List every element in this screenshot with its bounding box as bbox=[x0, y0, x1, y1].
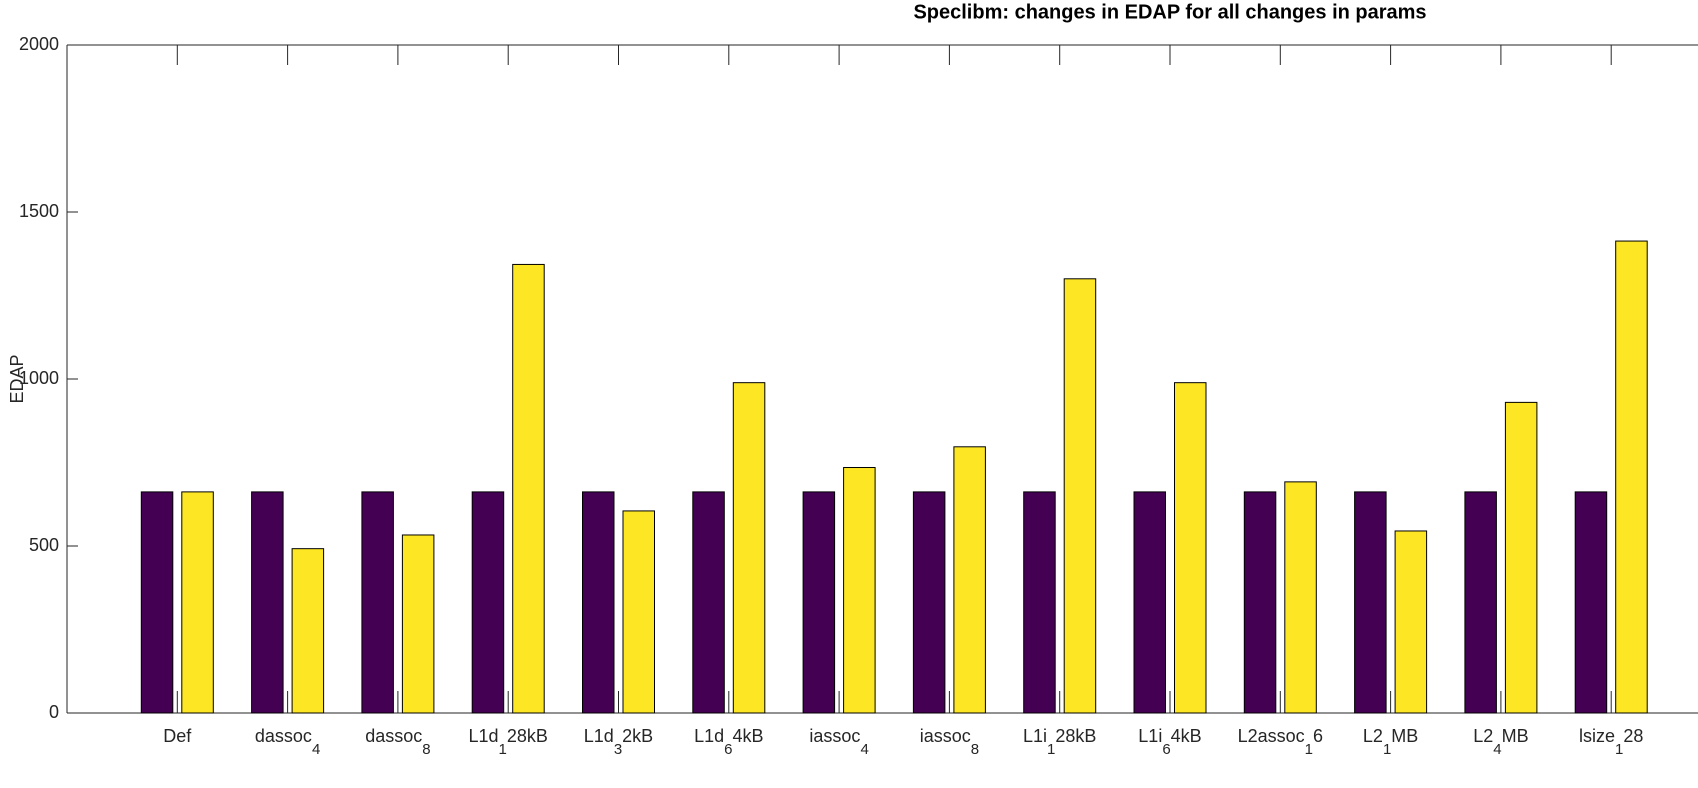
bar bbox=[622, 510, 655, 714]
bar bbox=[843, 467, 876, 714]
x-tick-label: lsize128 bbox=[1579, 726, 1643, 758]
x-tick-label: dassoc8 bbox=[365, 726, 430, 758]
bar bbox=[1243, 491, 1277, 714]
bar bbox=[181, 491, 214, 714]
x-tick-label-subscript: 4 bbox=[312, 741, 320, 758]
y-tick-label: 0 bbox=[49, 702, 59, 722]
x-tick-label-subscript: 8 bbox=[971, 741, 979, 758]
x-tick-label: L1d128kB bbox=[468, 726, 547, 758]
x-tick-label-subscript: 1 bbox=[1615, 741, 1623, 758]
y-axis-label: EDAP bbox=[7, 354, 27, 403]
x-tick-label: L1d32kB bbox=[584, 726, 653, 758]
x-tick-label: Def bbox=[163, 726, 192, 746]
x-tick-label-suffix: 28kB bbox=[1055, 726, 1096, 746]
bar bbox=[1133, 491, 1166, 714]
x-tick-label-main: L2assoc bbox=[1238, 726, 1305, 746]
bar bbox=[912, 491, 946, 714]
bar bbox=[401, 534, 435, 714]
bar bbox=[1574, 491, 1608, 714]
y-tick-label: 2000 bbox=[19, 34, 59, 54]
x-tick-label: L24MB bbox=[1473, 726, 1528, 758]
x-tick-label-subscript: 1 bbox=[499, 741, 507, 758]
bar bbox=[953, 446, 986, 714]
x-tick-label-subscript: 4 bbox=[1493, 741, 1501, 758]
bar bbox=[1063, 278, 1097, 714]
x-tick-label-subscript: 3 bbox=[614, 741, 622, 758]
bar bbox=[1174, 382, 1207, 714]
bar bbox=[1464, 491, 1497, 714]
bar bbox=[1504, 401, 1538, 714]
bar bbox=[1284, 481, 1317, 714]
bar bbox=[1023, 491, 1056, 714]
x-tick-label-suffix: MB bbox=[1502, 726, 1529, 746]
y-tick-label: 1500 bbox=[19, 201, 59, 221]
bar bbox=[692, 491, 725, 714]
x-tick-label: L1i64kB bbox=[1138, 726, 1201, 758]
x-tick-label-subscript: 6 bbox=[724, 741, 732, 758]
x-tick-label-suffix: 28kB bbox=[507, 726, 548, 746]
x-tick-label-subscript: 1 bbox=[1305, 741, 1313, 758]
x-tick-label-main: L2 bbox=[1473, 726, 1493, 746]
chart-title: Speclibm: changes in EDAP for all change… bbox=[913, 1, 1426, 23]
x-tick-label: L21MB bbox=[1363, 726, 1418, 758]
x-tick-label-suffix: 6 bbox=[1313, 726, 1323, 746]
bar bbox=[1394, 530, 1428, 714]
bar bbox=[1354, 491, 1387, 714]
x-tick-label-main: L2 bbox=[1363, 726, 1383, 746]
x-tick-label: L1i128kB bbox=[1023, 726, 1096, 758]
x-tick-label-suffix: 4kB bbox=[1171, 726, 1202, 746]
x-tick-label-main: dassoc bbox=[255, 726, 312, 746]
x-tick-label-main: L1d bbox=[584, 726, 614, 746]
y-tick-label: 500 bbox=[29, 535, 59, 555]
bar bbox=[361, 491, 394, 714]
x-tick-label-suffix: 28 bbox=[1623, 726, 1643, 746]
x-tick-label-subscript: 8 bbox=[422, 741, 430, 758]
x-tick-label: iassoc4 bbox=[809, 726, 868, 758]
bar bbox=[732, 382, 766, 714]
bar bbox=[251, 491, 284, 714]
x-tick-label-subscript: 1 bbox=[1383, 741, 1391, 758]
x-tick-label-main: L1i bbox=[1023, 726, 1047, 746]
bar bbox=[512, 263, 545, 714]
bar bbox=[582, 491, 615, 714]
x-tick-label-main: iassoc bbox=[809, 726, 860, 746]
bar bbox=[802, 491, 836, 714]
x-tick-label-suffix: MB bbox=[1391, 726, 1418, 746]
x-tick-label: L2assoc16 bbox=[1238, 726, 1323, 758]
x-tick-label-main: L1d bbox=[694, 726, 724, 746]
x-tick-label-subscript: 6 bbox=[1162, 741, 1170, 758]
bar bbox=[1615, 240, 1648, 714]
x-tick-label: iassoc8 bbox=[920, 726, 979, 758]
x-tick-label-main: Def bbox=[163, 726, 192, 746]
bar bbox=[291, 548, 325, 714]
y-tick-label: 1000 bbox=[19, 368, 59, 388]
x-tick-label-main: lsize bbox=[1579, 726, 1615, 746]
x-tick-label-suffix: 4kB bbox=[732, 726, 763, 746]
x-tick-label: dassoc4 bbox=[255, 726, 320, 758]
x-tick-label-main: L1i bbox=[1138, 726, 1162, 746]
x-tick-label-main: dassoc bbox=[365, 726, 422, 746]
bar bbox=[471, 491, 505, 714]
bar bbox=[140, 491, 174, 714]
x-tick-label: L1d64kB bbox=[694, 726, 763, 758]
x-tick-label-suffix: 2kB bbox=[622, 726, 653, 746]
x-tick-label-main: iassoc bbox=[920, 726, 971, 746]
x-tick-label-main: L1d bbox=[468, 726, 498, 746]
x-tick-label-subscript: 1 bbox=[1047, 741, 1055, 758]
x-tick-label-subscript: 4 bbox=[860, 741, 868, 758]
